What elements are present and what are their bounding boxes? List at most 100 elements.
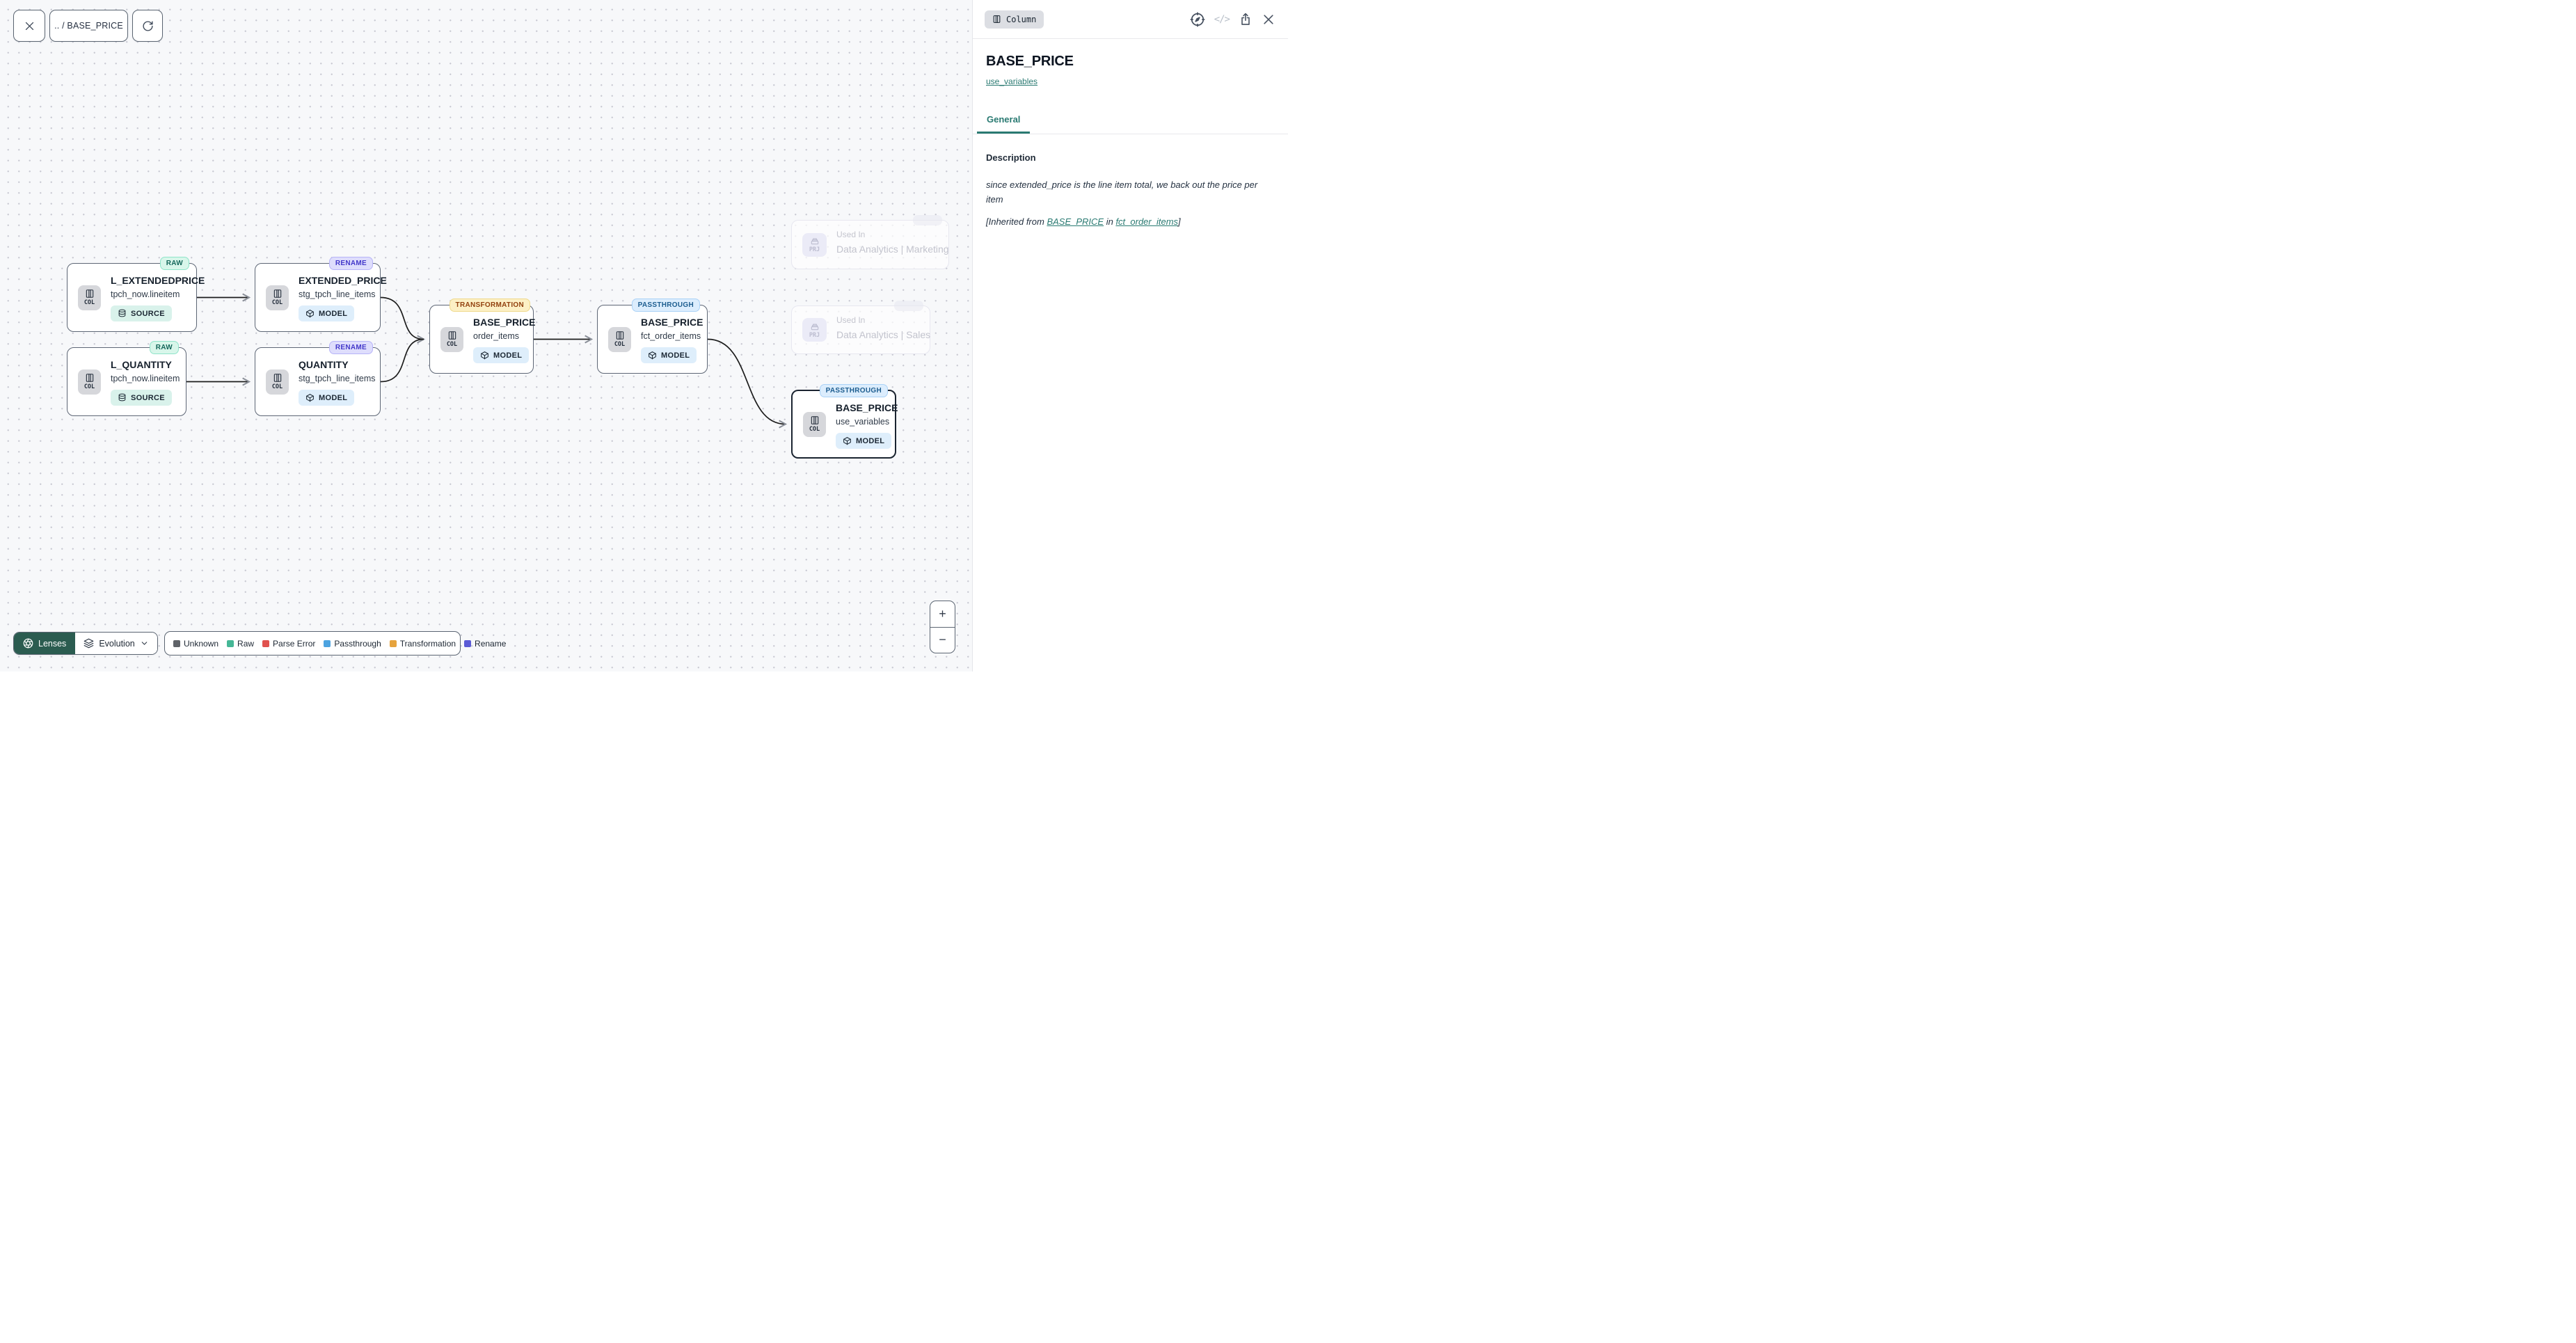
column-chip: COL (608, 326, 631, 352)
close-panel-icon[interactable] (1262, 13, 1275, 26)
node-subtitle: order_items (473, 331, 519, 341)
column-chip: COL (78, 285, 101, 310)
column-icon (273, 374, 281, 382)
lens-selector[interactable]: Evolution (75, 633, 157, 654)
node-title: EXTENDED_PRICE (299, 275, 387, 286)
node-subtitle: tpch_now.lineitem (111, 289, 180, 299)
panel-header: Column </> (973, 0, 1288, 39)
legend-item: Passthrough (324, 639, 381, 649)
lenses-button[interactable]: Lenses (14, 633, 76, 654)
entity-type-badge: Column (985, 10, 1044, 29)
node-type-pill: SOURCE (111, 305, 172, 321)
legend-swatch (464, 639, 472, 647)
node-type-pill: MODEL (299, 390, 355, 406)
node-title: QUANTITY (299, 359, 349, 370)
node-subtitle: stg_tpch_line_items (299, 289, 376, 299)
compass-icon[interactable] (1190, 12, 1205, 27)
column-icon (616, 331, 623, 340)
column-icon (811, 416, 818, 424)
legend-item: Transformation (389, 639, 456, 649)
used-in-name: Data Analytics | Marketing (836, 244, 949, 255)
legend-item: Raw (227, 639, 254, 649)
app-window: .. / BASE_PRICE RAW COL L_EXTENDEDPRICE … (0, 0, 1288, 672)
project-chip: PRJ (802, 318, 827, 342)
description-label: Description (986, 152, 1036, 163)
lineage-node[interactable]: RENAME COL EXTENDED_PRICE stg_tpch_line_… (255, 257, 387, 332)
chevron-down-icon (141, 642, 148, 645)
legend-item: Parse Error (262, 639, 315, 649)
legend-swatch (389, 639, 397, 647)
inherited-column-link[interactable]: BASE_PRICE (1047, 216, 1104, 227)
column-chip: COL (78, 369, 101, 395)
edge-type-badge: PASSTHROUGH (819, 384, 888, 397)
ghost-used-in-node[interactable]: PRJ Used In Data Analytics | Marketing (791, 215, 949, 269)
model-cube-icon (843, 437, 851, 445)
project-chip: PRJ (802, 232, 827, 257)
panel-title: BASE_PRICE (986, 54, 1074, 69)
edge-type-badge: RAW (149, 341, 179, 354)
share-icon[interactable] (1239, 13, 1253, 26)
edge-type-badge: PASSTHROUGH (631, 299, 700, 312)
column-icon (86, 289, 93, 298)
lineage-node[interactable]: RENAME COL QUANTITY stg_tpch_line_items … (255, 341, 381, 416)
node-type-pill: MODEL (836, 433, 892, 449)
node-subtitle: fct_order_items (641, 331, 701, 341)
edge-type-badge: RENAME (328, 257, 373, 270)
database-icon (118, 393, 126, 402)
inherited-note: [Inherited from BASE_PRICE in fct_order_… (986, 216, 1181, 227)
breadcrumb[interactable]: .. / BASE_PRICE (49, 10, 128, 42)
legend-swatch (227, 639, 234, 647)
legend-swatch (173, 639, 180, 647)
layers-icon (84, 638, 94, 649)
lineage-canvas[interactable]: .. / BASE_PRICE RAW COL L_EXTENDEDPRICE … (0, 0, 972, 672)
model-cube-icon (306, 394, 314, 402)
database-icon (118, 309, 126, 317)
ghost-badge (913, 215, 942, 225)
used-in-name: Data Analytics | Sales (836, 329, 931, 340)
zoom-out-button[interactable]: − (939, 633, 946, 647)
lineage-node[interactable]: RAW COL L_QUANTITY tpch_now.lineitem SOU… (67, 341, 186, 416)
legend-item: Unknown (173, 639, 218, 649)
details-panel: Column </> BASE_PRICE use_variables Gene… (972, 0, 1288, 672)
lineage-node[interactable]: PASSTHROUGH COL BASE_PRICE fct_order_ite… (597, 299, 708, 374)
ghost-used-in-node[interactable]: PRJ Used In Data Analytics | Sales (791, 301, 931, 354)
ghost-badge (894, 301, 923, 311)
model-cube-icon (481, 351, 488, 360)
column-chip: COL (803, 411, 826, 437)
breadcrumb-label: .. / BASE_PRICE (54, 21, 123, 31)
node-title: L_EXTENDEDPRICE (111, 275, 205, 286)
edge-type-badge: TRANSFORMATION (449, 299, 530, 312)
zoom-in-button[interactable]: + (930, 601, 955, 628)
column-icon (993, 15, 1001, 23)
node-subtitle: stg_tpch_line_items (299, 374, 376, 383)
node-title: BASE_PRICE (836, 402, 898, 413)
lenses-control: Lenses Evolution (13, 632, 158, 655)
node-subtitle: use_variables (836, 417, 890, 427)
lineage-node-selected[interactable]: PASSTHROUGH COL BASE_PRICE use_variables… (791, 384, 898, 459)
edge-type-badge: RAW (159, 257, 189, 270)
used-in-label: Used In (836, 230, 866, 239)
node-subtitle: tpch_now.lineitem (111, 374, 180, 383)
model-cube-icon (649, 351, 656, 360)
column-chip: COL (440, 326, 463, 352)
edge (380, 296, 424, 340)
project-icon (811, 238, 818, 245)
close-lineage-button[interactable] (13, 10, 45, 42)
inherited-model-link[interactable]: fct_order_items (1115, 216, 1179, 227)
edge (380, 338, 424, 383)
lineage-node[interactable]: TRANSFORMATION COL BASE_PRICE order_item… (429, 299, 536, 374)
column-icon (86, 374, 93, 382)
code-icon[interactable]: </> (1214, 13, 1230, 25)
edge-type-badge: RENAME (328, 341, 373, 354)
aperture-icon (23, 638, 33, 649)
node-title: BASE_PRICE (473, 317, 536, 328)
model-link[interactable]: use_variables (986, 77, 1038, 86)
legend-swatch (324, 639, 331, 647)
edge-type-legend: Unknown Raw Parse Error Passthrough Tran… (164, 631, 506, 655)
lineage-node[interactable]: RAW COL L_EXTENDEDPRICE tpch_now.lineite… (67, 257, 205, 332)
legend-swatch (262, 639, 270, 647)
refresh-button[interactable] (132, 10, 163, 42)
column-chip: COL (266, 285, 289, 310)
tab-general[interactable]: General (977, 108, 1031, 134)
node-type-pill: MODEL (641, 347, 697, 363)
